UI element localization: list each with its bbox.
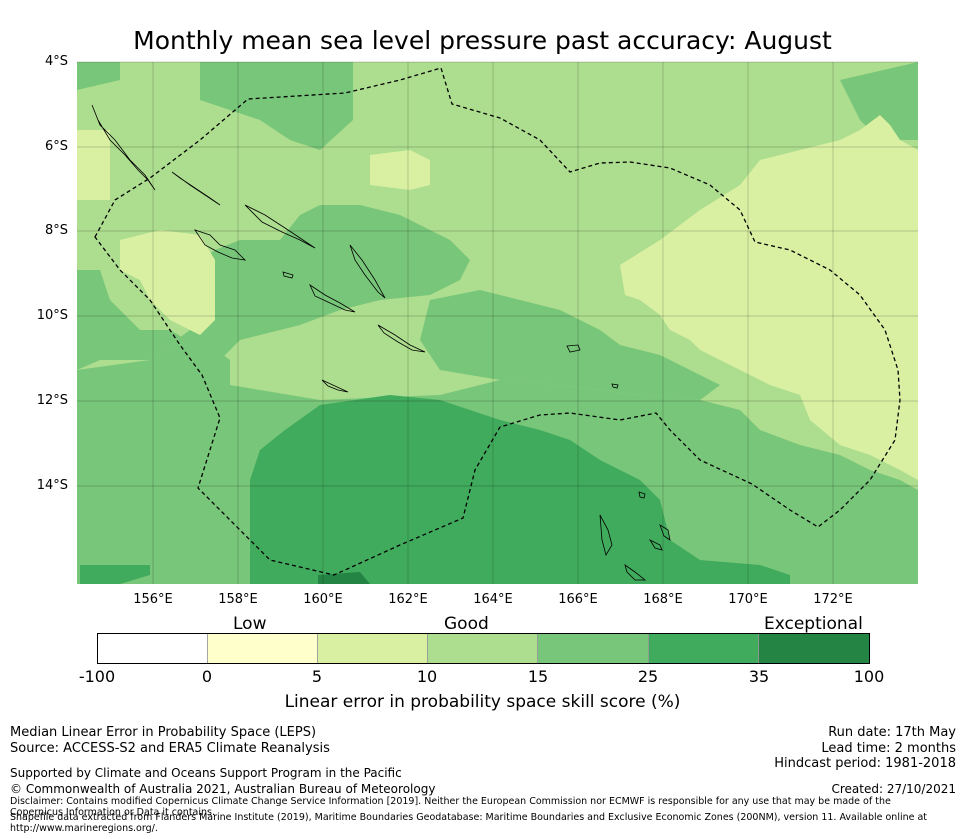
lat-label: 6°S xyxy=(44,139,68,154)
colorbar xyxy=(97,633,870,664)
lon-label: 160°E xyxy=(303,592,343,607)
colorbar-tick: 5 xyxy=(311,667,323,686)
lat-label: 4°S xyxy=(44,54,68,69)
colorbar-swatch xyxy=(207,633,318,664)
colorbar-swatch xyxy=(537,633,649,664)
zone-35-100 xyxy=(318,572,370,584)
colorbar-tick: 0 xyxy=(201,667,213,686)
colorbar-swatch xyxy=(758,633,870,664)
lon-label: 166°E xyxy=(558,592,598,607)
colorbar-title: Linear error in probability space skill … xyxy=(284,692,681,712)
zone-5-10 xyxy=(77,115,918,480)
footer-run-date: Run date: 17th May xyxy=(828,725,956,740)
colorbar-tick: 100 xyxy=(853,667,885,686)
colorbar-frame xyxy=(97,633,870,664)
lon-label: 158°E xyxy=(218,592,258,607)
lat-label: 8°S xyxy=(44,223,68,238)
gridlines xyxy=(77,61,918,584)
lon-label: 172°E xyxy=(813,592,853,607)
category-label-exceptional: Exceptional xyxy=(764,614,863,634)
footer-method: Median Linear Error in Probability Space… xyxy=(10,725,317,740)
colorbar-swatch xyxy=(317,633,428,664)
colorbar-tick: 35 xyxy=(748,667,770,686)
lat-label: 10°S xyxy=(36,308,68,323)
colorbar-tick: -100 xyxy=(78,667,116,686)
footer-disclaimer: Disclaimer: Contains modified Copernicus… xyxy=(10,796,891,818)
footer-support: Supported by Climate and Oceans Support … xyxy=(10,766,402,780)
category-label-low: Low xyxy=(233,614,267,634)
lat-label: 14°S xyxy=(36,478,68,493)
lon-label: 162°E xyxy=(388,592,428,607)
footer-hindcast: Hindcast period: 1981-2018 xyxy=(774,756,956,771)
lat-label: 12°S xyxy=(36,393,68,408)
lon-label: 170°E xyxy=(728,592,768,607)
colorbar-tick: 25 xyxy=(637,667,659,686)
map-title: Monthly mean sea level pressure past acc… xyxy=(133,26,832,55)
footer-copyright: © Commonwealth of Australia 2021, Austra… xyxy=(10,782,436,796)
lon-label: 164°E xyxy=(473,592,513,607)
footer-lead-time: Lead time: 2 months xyxy=(821,741,956,756)
colorbar-tick: 10 xyxy=(416,667,438,686)
colorbar-swatch xyxy=(648,633,759,664)
islands xyxy=(91,104,671,581)
footer-created: Created: 27/10/2021 xyxy=(831,782,956,796)
lon-label: 156°E xyxy=(133,592,173,607)
lon-label: 168°E xyxy=(643,592,683,607)
skill-score-map xyxy=(77,61,918,584)
zone-25-35 xyxy=(80,395,790,584)
category-label-good: Good xyxy=(444,614,489,634)
colorbar-swatch xyxy=(97,633,208,664)
footer-shapefile: Shapefile data extracted from Flanders M… xyxy=(10,812,928,834)
colorbar-tick: 15 xyxy=(527,667,549,686)
footer-source: Source: ACCESS-S2 and ERA5 Climate Reana… xyxy=(10,741,330,756)
colorbar-swatch xyxy=(427,633,538,664)
eez-boundary xyxy=(94,67,901,576)
